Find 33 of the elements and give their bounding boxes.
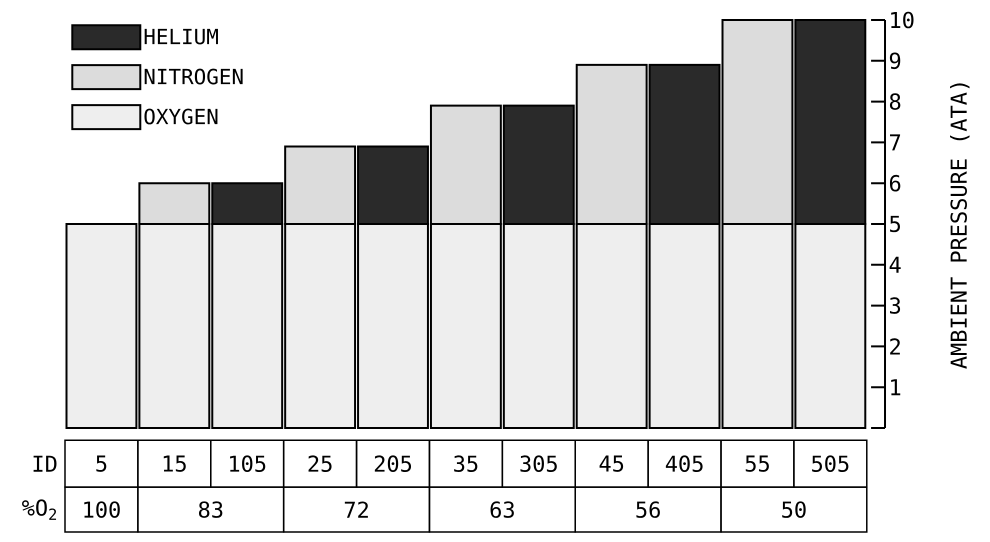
y-tick-label: 6 — [890, 174, 900, 192]
y-tick-label: 8 — [890, 93, 900, 110]
y-tick-label: 5 — [890, 216, 900, 232]
y-tick-label: 10 — [891, 12, 914, 28]
text: 56 — [636, 501, 660, 518]
y-tick-label: 3 — [890, 297, 900, 314]
x-tick-label: 105 — [230, 455, 266, 472]
text: 100 — [84, 501, 120, 518]
x-tick-label: 305 — [520, 455, 557, 472]
x-tick-label: 405 — [666, 455, 703, 472]
text: 50 — [782, 501, 806, 518]
y-tick-label: 9 — [890, 52, 900, 70]
x-tick-label: 35 — [454, 455, 478, 472]
y-tick-label: 4 — [890, 256, 901, 273]
text: 83 — [198, 501, 222, 518]
x-tick-label: 505 — [812, 455, 848, 472]
legend-label: NITROGEN — [144, 68, 243, 84]
legend-label: HELIUM — [144, 28, 218, 44]
text: 72 — [344, 501, 368, 518]
x-tick-label: 5 — [96, 456, 106, 472]
x-tick-label: 55 — [746, 456, 769, 472]
y-axis-title: AMBIENT PRESSURE (ATA) — [950, 83, 970, 369]
y-tick-label: 7 — [890, 134, 900, 150]
x-tick-label: 25 — [308, 455, 332, 472]
x-tick-label: 15 — [164, 456, 186, 472]
legend-label: OXYGEN — [144, 108, 218, 124]
y-tick-label: 2 — [890, 338, 900, 355]
y-tick-label: 1 — [891, 379, 900, 396]
x-tick-label: 45 — [600, 456, 624, 472]
x-axis-title: ID — [34, 456, 56, 472]
text: 63 — [490, 501, 514, 518]
x-tick-label: 205 — [374, 455, 412, 472]
text: %O$_{2}$ — [22, 499, 56, 520]
